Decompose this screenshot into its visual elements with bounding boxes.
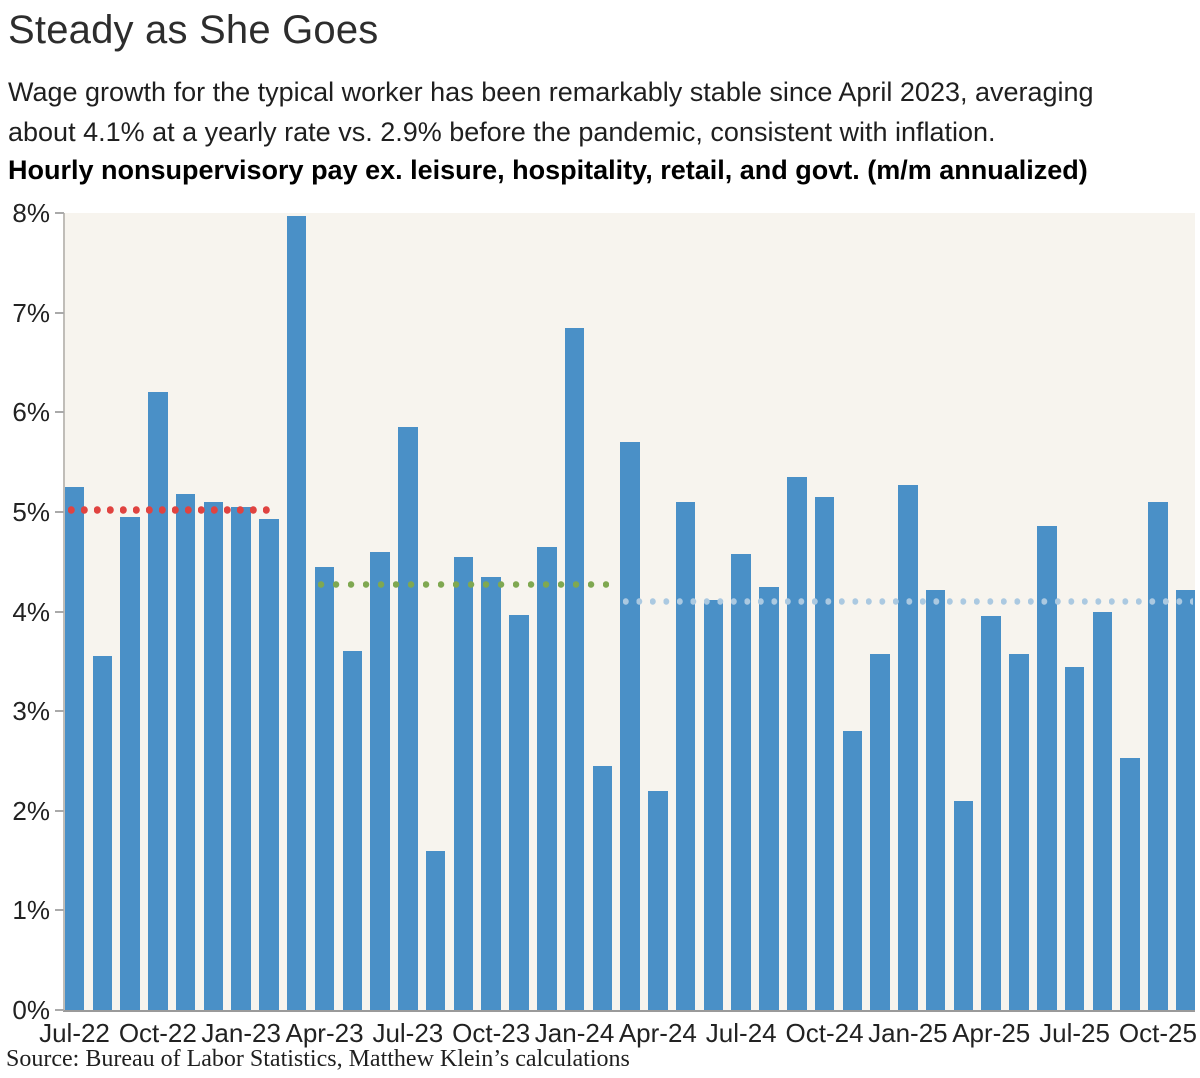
y-tick-0% — [55, 1009, 64, 1011]
chart-heading: Hourly nonsupervisory pay ex. leisure, h… — [8, 155, 1088, 185]
bar-Sep-23 — [453, 556, 474, 1010]
y-tick-6% — [55, 411, 64, 414]
bar-Jul-25 — [1064, 667, 1085, 1010]
bar-Oct-22 — [148, 392, 168, 1010]
x-label-Oct-25: Oct-25 — [1118, 1018, 1197, 1048]
y-label-2%: 2% — [12, 795, 50, 826]
y-label-1%: 1% — [12, 895, 50, 926]
x-label-Apr-25: Apr-25 — [952, 1018, 1031, 1048]
bar-Feb-23 — [259, 518, 279, 1010]
bar-Jun-23 — [370, 551, 390, 1010]
x-label-Jul-24: Jul-24 — [705, 1018, 777, 1048]
y-axis-line — [63, 213, 65, 1011]
x-label-Jan-25: Jan-25 — [868, 1018, 948, 1048]
refline-avg-apr23-feb24 — [317, 581, 610, 589]
chart-subtitle: Wage growth for the typical worker has b… — [8, 72, 1094, 152]
bar-Feb-24 — [592, 765, 613, 1010]
x-label-Jan-23: Jan-23 — [201, 1018, 281, 1048]
y-tick-4% — [55, 610, 64, 613]
y-label-5%: 5% — [12, 496, 50, 527]
y-label-6%: 6% — [12, 397, 50, 428]
bar-Sep-25 — [1120, 757, 1140, 1010]
y-label-3%: 3% — [12, 696, 50, 727]
chart-title: Steady as She Goes — [8, 8, 379, 52]
chart-subtitle-line1: Wage growth for the typical worker has b… — [8, 77, 1094, 107]
chart-subtitle-line2: about 4.1% at a yearly rate vs. 2.9% bef… — [8, 117, 996, 147]
bar-Oct-24 — [814, 496, 835, 1010]
bar-Mar-23 — [286, 216, 307, 1010]
x-axis-line — [63, 1010, 1195, 1012]
bar-Jul-24 — [731, 553, 751, 1010]
x-label-Apr-24: Apr-24 — [618, 1018, 697, 1048]
x-label-Oct-22: Oct-22 — [118, 1018, 197, 1048]
bar-Dec-23 — [537, 546, 557, 1010]
x-label-Oct-23: Oct-23 — [452, 1018, 531, 1048]
bar-Nov-22 — [175, 493, 196, 1010]
y-tick-5% — [55, 510, 64, 513]
y-tick-8% — [55, 212, 64, 214]
bar-Feb-25 — [925, 589, 946, 1010]
bar-Sep-24 — [787, 477, 807, 1010]
bar-Jan-23 — [231, 506, 251, 1010]
bar-Dec-22 — [203, 501, 224, 1010]
y-tick-7% — [55, 311, 64, 314]
bar-Oct-25 — [1148, 501, 1168, 1010]
bar-Jul-22 — [64, 486, 85, 1010]
x-label-Jul-22: Jul-22 — [39, 1018, 110, 1048]
bar-Jun-24 — [703, 599, 724, 1010]
bar-Jan-24 — [564, 327, 585, 1010]
bar-Apr-23 — [314, 566, 335, 1010]
plot-area — [64, 213, 1196, 1010]
bar-Jun-25 — [1037, 525, 1057, 1010]
x-label-Oct-24: Oct-24 — [785, 1018, 864, 1048]
bar-Aug-22 — [92, 656, 113, 1010]
y-label-4%: 4% — [12, 596, 50, 627]
bar-May-23 — [342, 651, 363, 1010]
bar-Nov-23 — [509, 614, 529, 1010]
y-label-7%: 7% — [12, 297, 50, 328]
bar-Aug-23 — [425, 850, 446, 1010]
bar-Jul-23 — [398, 427, 418, 1010]
x-label-Jan-24: Jan-24 — [534, 1018, 615, 1048]
y-label-0%: 0% — [12, 995, 50, 1025]
y-tick-1% — [55, 909, 64, 912]
bar-Mar-25 — [953, 800, 974, 1010]
bar-Oct-23 — [481, 576, 501, 1010]
chart-source: Source: Bureau of Labor Statistics, Matt… — [6, 1046, 630, 1072]
bar-Mar-24 — [620, 442, 640, 1010]
bar-Nov-24 — [842, 731, 863, 1010]
bar-Sep-22 — [120, 516, 140, 1010]
y-tick-3% — [55, 710, 64, 713]
bar-Aug-25 — [1092, 611, 1113, 1010]
bar-Aug-24 — [759, 586, 779, 1010]
y-tick-2% — [55, 809, 64, 812]
bar-May-24 — [675, 501, 696, 1010]
refline-avg-mar24-nov25 — [623, 598, 1193, 605]
y-label-8%: 8% — [12, 198, 50, 228]
bar-Dec-24 — [870, 654, 890, 1010]
bar-Apr-25 — [981, 615, 1001, 1010]
bar-Nov-25 — [1175, 589, 1196, 1010]
bar-May-25 — [1009, 654, 1029, 1010]
refline-avg-jul22-feb23 — [67, 506, 276, 514]
x-label-Apr-23: Apr-23 — [285, 1018, 364, 1048]
x-label-Jul-23: Jul-23 — [372, 1018, 444, 1048]
bar-Apr-24 — [648, 790, 668, 1010]
x-label-Jul-25: Jul-25 — [1039, 1018, 1110, 1048]
bar-Jan-25 — [898, 484, 918, 1010]
